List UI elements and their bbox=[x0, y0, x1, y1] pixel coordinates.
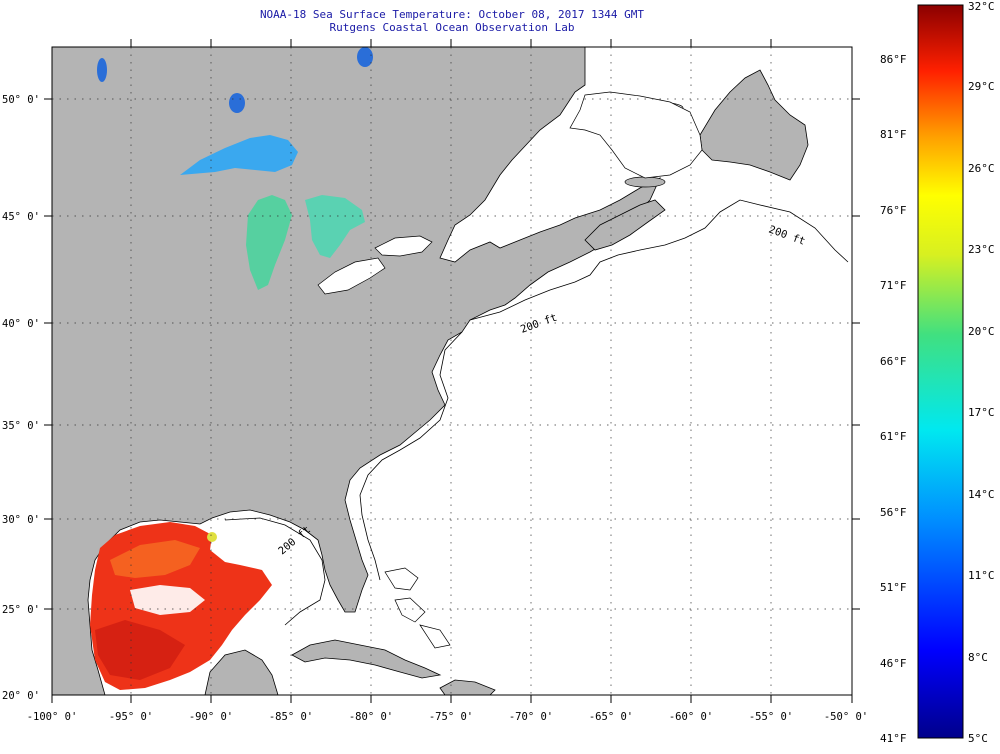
colorbar-celsius-label: 11°C bbox=[968, 569, 995, 582]
lake-north bbox=[357, 47, 373, 67]
lake-ontario bbox=[374, 235, 433, 257]
lat-label: 50° 0' bbox=[2, 94, 40, 106]
colorbar-fahrenheit-label: 56°F bbox=[880, 506, 907, 519]
colorbar-celsius-label: 17°C bbox=[968, 406, 995, 419]
colorbar-celsius-label: 5°C bbox=[968, 732, 988, 745]
colorbar-celsius-label: 32°C bbox=[968, 0, 995, 13]
lon-label: -60° 0' bbox=[669, 711, 713, 723]
colorbar-celsius-label: 29°C bbox=[968, 80, 995, 93]
colorbar-fahrenheit-label: 66°F bbox=[880, 355, 907, 368]
map-frame bbox=[51, 46, 853, 696]
lake-erie bbox=[317, 257, 386, 295]
sst-yellow-spot bbox=[207, 532, 217, 542]
colorbar-celsius-label: 8°C bbox=[968, 651, 988, 664]
land-north-america bbox=[52, 47, 661, 695]
latitude-labels: 50° 0' 45° 0' 40° 0' 35° 0' 30° 0' 25° 0… bbox=[2, 94, 40, 702]
longitude-labels: -100° 0' -95° 0' -90° 0' -85° 0' -80° 0'… bbox=[27, 711, 868, 723]
gulf-sst-nodata bbox=[130, 585, 205, 615]
colorbar-fahrenheit-label: 46°F bbox=[880, 657, 907, 670]
land-hispaniola bbox=[439, 679, 496, 695]
isobath-line bbox=[469, 199, 849, 321]
lake-nipigon bbox=[229, 93, 245, 113]
lon-label: -50° 0' bbox=[824, 711, 868, 723]
lat-label: 40° 0' bbox=[2, 318, 40, 330]
colorbar-fahrenheit-label: 71°F bbox=[880, 279, 907, 292]
lake-superior bbox=[180, 135, 298, 175]
isobath-line-gulf bbox=[224, 517, 326, 626]
bahamas-outline bbox=[384, 567, 451, 649]
colorbar-celsius-label: 26°C bbox=[968, 162, 995, 175]
colorbar-fahrenheit-label: 61°F bbox=[880, 430, 907, 443]
gulf-sst-patch bbox=[110, 540, 200, 578]
lon-label: -55° 0' bbox=[749, 711, 793, 723]
land-newfoundland bbox=[699, 69, 809, 181]
lat-label: 35° 0' bbox=[2, 420, 40, 432]
gulf-sst-dark bbox=[95, 620, 185, 680]
land-cuba bbox=[291, 639, 442, 679]
lon-label: -100° 0' bbox=[27, 711, 78, 723]
land-nova-scotia bbox=[584, 199, 666, 251]
lake-west bbox=[97, 58, 107, 82]
lon-label: -85° 0' bbox=[269, 711, 313, 723]
colorbar-fahrenheit-label: 76°F bbox=[880, 204, 907, 217]
lon-label: -75° 0' bbox=[429, 711, 473, 723]
lon-label: -65° 0' bbox=[589, 711, 633, 723]
map-subtitle: Rutgens Coastal Ocean Observation Lab bbox=[329, 21, 575, 34]
isobath-line-south bbox=[359, 331, 463, 581]
lat-label: 45° 0' bbox=[2, 211, 40, 223]
colorbar-celsius-label: 20°C bbox=[968, 325, 995, 338]
lon-label: -95° 0' bbox=[109, 711, 153, 723]
lon-label: -90° 0' bbox=[189, 711, 233, 723]
lon-label: -70° 0' bbox=[509, 711, 553, 723]
lake-huron bbox=[305, 195, 365, 258]
colorbar bbox=[917, 4, 964, 739]
colorbar-fahrenheit-label: 41°F bbox=[880, 732, 907, 745]
colorbar-fahrenheit-label: 81°F bbox=[880, 128, 907, 141]
map-title: NOAA-18 Sea Surface Temperature: October… bbox=[259, 8, 645, 21]
land-yucatan bbox=[204, 649, 279, 695]
lon-label: -80° 0' bbox=[349, 711, 393, 723]
colorbar-celsius-label: 14°C bbox=[968, 488, 995, 501]
colorbar-fahrenheit-label: 86°F bbox=[880, 53, 907, 66]
colorbar-celsius-label: 23°C bbox=[968, 243, 995, 256]
lat-label: 20° 0' bbox=[2, 690, 40, 702]
colorbar-fahrenheit-label: 51°F bbox=[880, 581, 907, 594]
graticule bbox=[52, 47, 852, 695]
lake-michigan bbox=[246, 195, 292, 290]
lat-label: 30° 0' bbox=[2, 514, 40, 526]
land-pei bbox=[624, 176, 666, 188]
lat-label: 25° 0' bbox=[2, 604, 40, 616]
gulf-st-lawrence bbox=[569, 91, 703, 179]
axis-ticks bbox=[44, 39, 860, 703]
